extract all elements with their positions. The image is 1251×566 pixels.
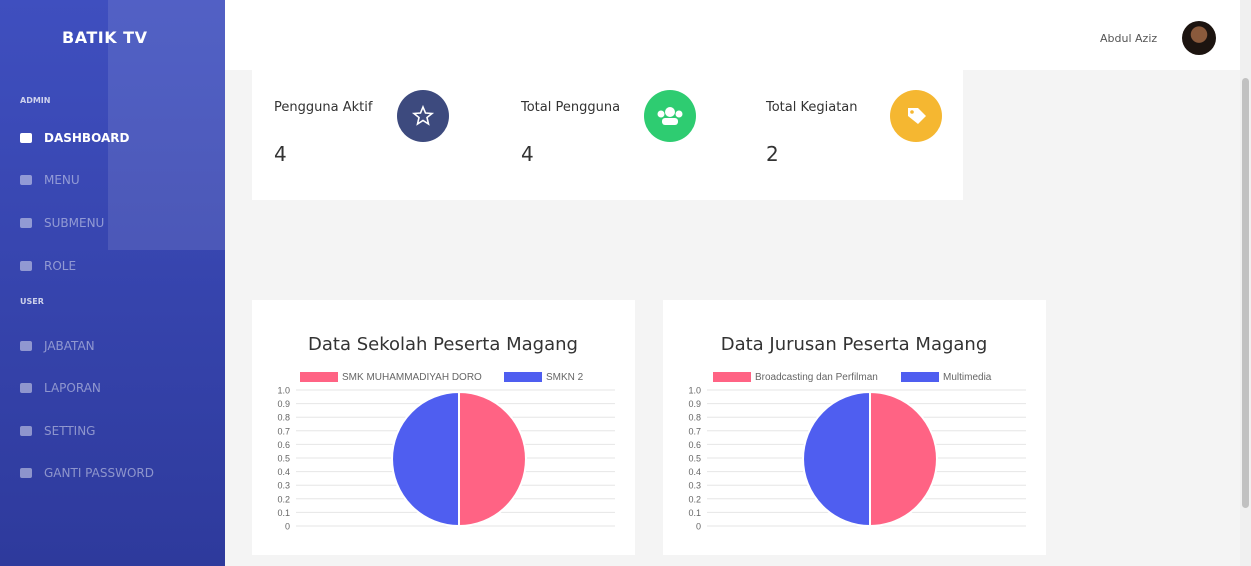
y-tick-label: 1.0 [688,386,701,396]
brand[interactable]: BATIK TV [62,28,147,47]
chart: Data Sekolah Peserta Magang SMK MUHAMMADI… [252,300,635,555]
y-tick-label: 1.0 [277,386,290,396]
legend-label: Broadcasting dan Perfilman [755,372,878,383]
chart: Data Jurusan Peserta Magang Broadcasting … [663,300,1046,555]
y-tick-label: 0.7 [688,426,701,436]
y-tick-label: 0.8 [277,413,290,423]
scroll-thumb[interactable] [1242,78,1249,508]
users-icon [644,90,696,142]
legend-swatch [901,372,939,382]
stat-label: Pengguna Aktif [274,100,372,115]
nav-label[interactable]: DASHBOARD [44,131,129,145]
y-tick-label: 0.1 [688,508,701,518]
stat-value: 4 [521,142,534,166]
y-tick-label: 0.3 [688,481,701,491]
pie-slice [459,392,526,526]
stat-label: Total Kegiatan [766,100,858,115]
nav-label[interactable]: LAPORAN [44,381,101,395]
pie-slice [870,392,937,526]
user-name[interactable]: Abdul Aziz [1100,32,1157,45]
y-tick-label: 0.5 [688,454,701,464]
nav-item[interactable]: ROLE [20,259,76,273]
chart-card: Data Jurusan Peserta Magang Broadcasting … [663,300,1046,555]
nav-label[interactable]: SETTING [44,424,95,438]
section-title: USER [20,297,44,306]
nav-item[interactable]: LAPORAN [20,381,101,395]
y-tick-label: 0 [285,522,290,532]
stat-value: 2 [766,142,779,166]
nav-label[interactable]: GANTI PASSWORD [44,466,154,480]
y-tick-label: 0.4 [688,467,701,477]
legend-swatch [504,372,542,382]
y-tick-label: 0.4 [277,467,290,477]
nav-item[interactable]: GANTI PASSWORD [20,466,154,480]
nav-item[interactable]: SUBMENU [20,216,104,230]
nav-label[interactable]: JABATAN [44,339,95,353]
legend-label: Multimedia [943,372,992,383]
icon [644,90,696,142]
chart-card: Data Sekolah Peserta Magang SMK MUHAMMADI… [252,300,635,555]
nav-item[interactable]: JABATAN [20,339,95,353]
section-title: ADMIN [20,96,50,105]
avatar[interactable] [1182,21,1216,55]
nav-label[interactable]: SUBMENU [44,216,104,230]
star-icon [397,90,449,142]
chart-title: Data Sekolah Peserta Magang [308,334,578,355]
stat-value: 4 [274,142,287,166]
legend-label: SMK MUHAMMADIYAH DORO [342,372,482,383]
y-tick-label: 0.3 [277,481,290,491]
y-tick-label: 0.2 [277,494,290,504]
y-tick-label: 0.9 [277,399,290,409]
y-tick-label: 0.6 [277,440,290,450]
nav-label[interactable]: MENU [44,173,80,187]
nav-item[interactable]: DASHBOARD [20,131,129,145]
y-tick-label: 0.8 [688,413,701,423]
nav-item[interactable]: MENU [20,173,80,187]
y-tick-label: 0 [696,522,701,532]
y-tick-label: 0.9 [688,399,701,409]
stat-label: Total Pengguna [521,100,620,115]
legend-swatch [300,372,338,382]
y-tick-label: 0.5 [277,454,290,464]
y-tick-label: 0.1 [277,508,290,518]
icon [397,90,449,142]
legend-label: SMKN 2 [546,372,584,383]
legend-swatch [713,372,751,382]
y-tick-label: 0.6 [688,440,701,450]
page: {"sidebar": {"brand": "BATIK TV", "secti… [0,0,1251,566]
chart-title: Data Jurusan Peserta Magang [721,334,988,355]
tag-icon [890,90,942,142]
pie-slice [803,392,870,526]
y-tick-label: 0.7 [277,426,290,436]
header [225,0,1240,70]
pie-slice [392,392,459,526]
sidebar: BATIK TV ADMIN DASHBOARD MENU SUBMENU RO… [0,0,225,566]
y-tick-label: 0.2 [688,494,701,504]
nav-item[interactable]: SETTING [20,424,95,438]
nav-label[interactable]: ROLE [44,259,76,273]
icon [890,90,942,142]
